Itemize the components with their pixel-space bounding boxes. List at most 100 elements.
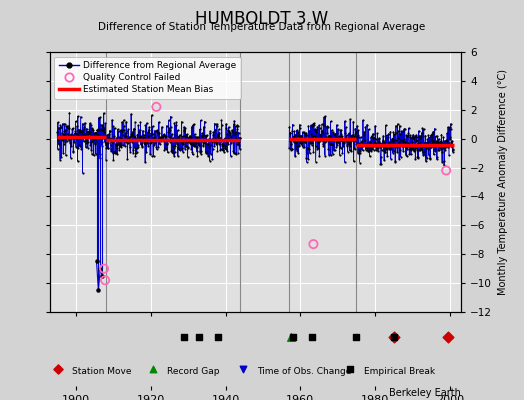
Point: [180, 124, 188, 130]
Point: [400, 142, 409, 149]
Point: [81, 133, 90, 139]
Point: [200, 124, 208, 130]
Point: [231, 150, 239, 156]
Point: [295, 142, 303, 149]
Point: [135, 134, 143, 140]
Point: [101, 134, 109, 141]
Point: [128, 132, 137, 138]
Point: [115, 140, 124, 146]
Point: [288, 127, 297, 134]
Point: [70, 139, 78, 146]
Point: [137, 136, 146, 143]
Point: [372, 136, 380, 143]
Point: [391, 130, 400, 136]
Point: [381, 148, 389, 155]
Point: [59, 149, 68, 156]
Point: [78, 133, 86, 140]
Point: [306, 140, 314, 147]
Point: [210, 137, 218, 144]
Point: [153, 128, 161, 134]
Point: [178, 145, 187, 152]
Point: [366, 138, 374, 145]
Point: [221, 146, 230, 152]
Point: [225, 129, 234, 135]
Point: [137, 141, 145, 148]
Point: [203, 141, 212, 148]
Point: [126, 144, 134, 150]
Point: [194, 142, 203, 148]
Point: [129, 150, 137, 156]
Point: [434, 139, 442, 146]
Point: [221, 135, 229, 142]
Point: [369, 134, 377, 141]
Point: [410, 146, 418, 152]
Point: [291, 153, 299, 160]
Point: [198, 134, 206, 140]
Point: [419, 149, 427, 156]
Point: [107, 139, 116, 145]
Point: [214, 334, 222, 340]
Point: [188, 140, 196, 146]
Point: [362, 144, 370, 151]
Point: [91, 141, 100, 147]
Point: [215, 136, 224, 143]
Point: [112, 140, 120, 147]
Point: [214, 131, 223, 138]
Point: [441, 147, 450, 153]
Point: [351, 125, 359, 132]
Point: [373, 144, 381, 151]
Point: [227, 134, 235, 140]
Point: [380, 139, 389, 145]
Point: [347, 133, 356, 139]
Point: [363, 140, 372, 146]
Point: [159, 134, 167, 140]
Point: [433, 138, 442, 144]
Point: [224, 124, 233, 130]
Point: [348, 136, 356, 142]
Point: [191, 134, 200, 140]
Point: [380, 140, 388, 146]
Point: [53, 146, 62, 152]
Point: [299, 129, 307, 135]
Point: [390, 148, 398, 154]
Point: [369, 147, 378, 153]
Point: [341, 130, 350, 137]
Point: [302, 130, 310, 136]
Point: [290, 132, 299, 138]
Point: [382, 146, 390, 152]
Point: [385, 139, 394, 146]
Point: [440, 162, 448, 168]
Point: [96, 122, 105, 128]
Point: [71, 128, 80, 134]
Point: [292, 140, 300, 146]
Point: [409, 131, 417, 138]
Point: [318, 128, 326, 134]
Point: [157, 136, 165, 142]
Point: [58, 134, 66, 140]
Point: [106, 127, 114, 134]
Point: [357, 146, 366, 152]
Point: [62, 136, 70, 142]
Point: [161, 144, 169, 151]
Point: [167, 124, 175, 130]
Point: [394, 134, 402, 141]
Point: [402, 152, 411, 159]
Point: [308, 140, 316, 146]
Point: [432, 140, 441, 146]
Point: [168, 142, 177, 149]
Point: [350, 144, 358, 151]
Point: [181, 132, 189, 139]
Point: [316, 138, 324, 144]
Point: [357, 139, 365, 146]
Point: [154, 135, 162, 142]
Point: [144, 143, 152, 150]
Point: [353, 141, 362, 147]
Point: [172, 140, 181, 146]
Point: [287, 146, 295, 153]
Point: [199, 141, 208, 148]
Point: [407, 151, 415, 158]
Point: [117, 142, 126, 148]
Point: [119, 142, 127, 148]
Point: [81, 120, 89, 126]
Point: [376, 144, 384, 150]
